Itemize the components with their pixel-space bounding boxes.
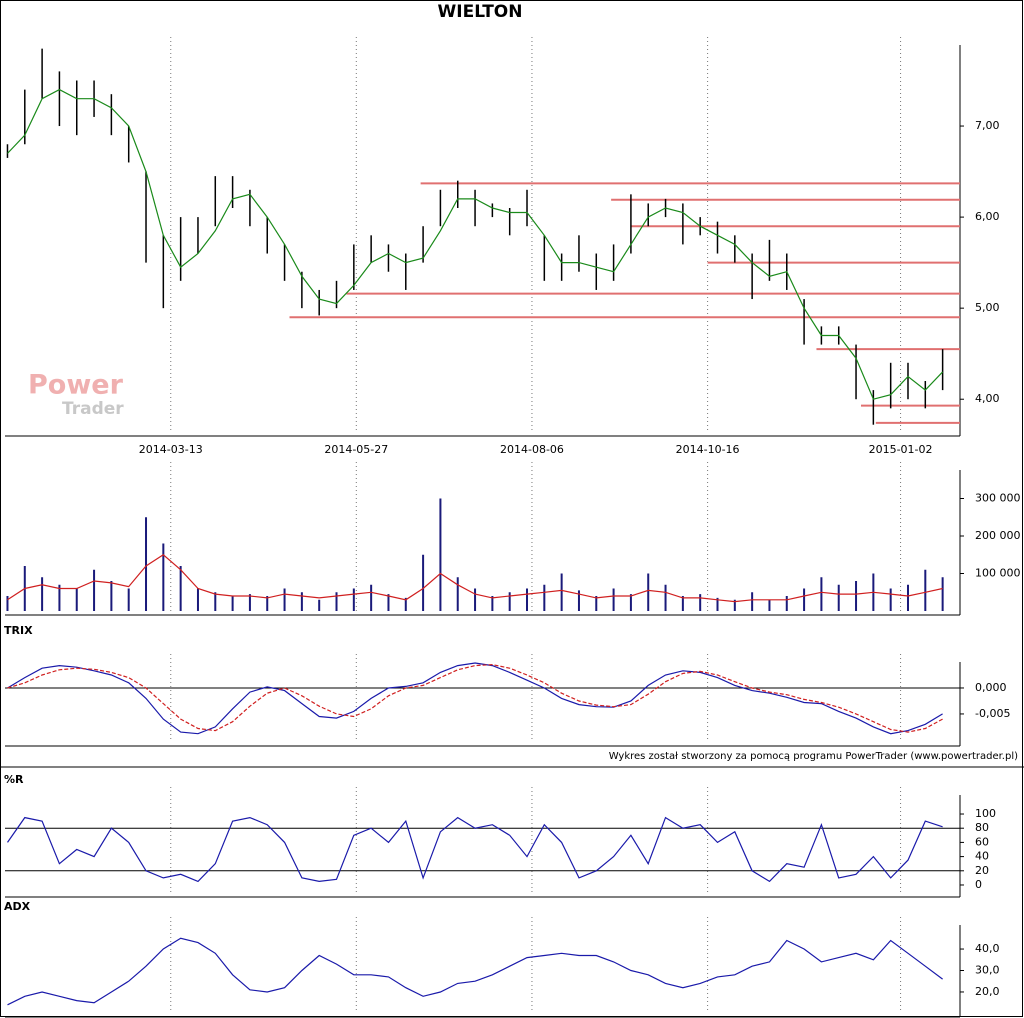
indicator-line	[7, 937, 943, 1006]
volume-bar	[647, 573, 650, 611]
x-tick-label: 2015-01-02	[869, 443, 933, 456]
y-tick-label: 100	[975, 807, 996, 820]
volume-bar	[283, 588, 286, 611]
volume-bar	[508, 592, 511, 611]
y-tick-label: 80	[975, 821, 989, 834]
volume-bar	[595, 596, 598, 611]
y-tick-label: 0,000	[975, 681, 1007, 694]
y-tick-label: 5,00	[975, 301, 1000, 314]
volume-bar	[127, 588, 130, 611]
x-tick-label: 2014-05-27	[324, 443, 388, 456]
y-tick-label: 6,00	[975, 210, 1000, 223]
volume-bar	[785, 596, 788, 611]
x-tick-label: 2014-08-06	[500, 443, 564, 456]
volume-bar	[179, 566, 182, 611]
volume-bar	[75, 588, 78, 611]
panel-title: %R	[4, 773, 24, 786]
volume-bar	[93, 569, 96, 611]
volume-bar	[58, 584, 61, 611]
volume-bar	[474, 588, 477, 611]
volume-bar	[699, 594, 702, 611]
watermark: Power	[28, 370, 124, 401]
x-tick-label: 2014-03-13	[139, 443, 203, 456]
volume-average	[7, 554, 943, 603]
volume-bar	[352, 588, 355, 611]
y-tick-label: 20,0	[975, 985, 1000, 998]
volume-bar	[300, 592, 303, 611]
y-tick-label: 100 000	[975, 567, 1021, 580]
volume-bar	[837, 584, 840, 611]
volume-bar	[214, 592, 217, 611]
volume-bar	[733, 599, 736, 611]
volume-bar	[266, 596, 269, 611]
volume-bar	[145, 517, 148, 611]
panel-title: ADX	[4, 900, 31, 913]
volume-bar	[422, 554, 425, 611]
y-tick-label: 40,0	[975, 942, 1000, 955]
volume-bar	[924, 569, 927, 611]
volume-bar	[906, 584, 909, 611]
moving-average	[7, 88, 944, 400]
volume-bar	[526, 588, 529, 611]
y-tick-label: 0	[975, 878, 982, 891]
volume-bar	[889, 588, 892, 611]
y-tick-label: 60	[975, 835, 989, 848]
volume-bar	[196, 588, 199, 611]
volume-bar	[716, 597, 719, 611]
volume-bar	[803, 588, 806, 611]
chart-title: WIELTON	[438, 2, 523, 22]
indicator-line	[7, 662, 943, 735]
y-tick-label: 4,00	[975, 392, 1000, 405]
x-tick-label: 2014-10-16	[676, 443, 740, 456]
indicator-line	[7, 816, 943, 883]
volume-bar	[370, 584, 373, 611]
volume-bar	[941, 577, 944, 611]
volume-bar	[404, 597, 407, 611]
volume-bar	[664, 584, 667, 611]
volume-bar	[577, 590, 580, 611]
indicator-line	[7, 663, 943, 733]
y-tick-label: 7,00	[975, 119, 1000, 132]
volume-bar	[231, 596, 234, 611]
volume-bar	[681, 596, 684, 611]
volume-bar	[629, 594, 632, 611]
volume-bar	[6, 596, 9, 611]
volume-bar	[248, 594, 251, 611]
volume-bar	[491, 596, 494, 611]
volume-bar	[439, 498, 442, 611]
volume-bar	[560, 573, 563, 611]
volume-bar	[318, 599, 321, 611]
volume-bar	[162, 543, 165, 611]
y-tick-label: 300 000	[975, 492, 1021, 505]
volume-bar	[612, 588, 615, 611]
y-tick-label: -0,005	[975, 707, 1010, 720]
volume-bar	[855, 581, 858, 611]
volume-bar	[110, 581, 113, 611]
volume-bar	[387, 594, 390, 611]
panel-title: TRIX	[4, 624, 33, 637]
y-tick-label: 200 000	[975, 529, 1021, 542]
volume-bar	[768, 599, 771, 611]
y-tick-label: 20	[975, 864, 989, 877]
volume-bar	[335, 592, 338, 611]
volume-bar	[456, 577, 459, 611]
credit: Wykres został stworzony za pomocą progra…	[609, 751, 1018, 762]
volume-bar	[751, 592, 754, 611]
y-tick-label: 40	[975, 850, 989, 863]
volume-bar	[820, 577, 823, 611]
y-tick-label: 30,0	[975, 964, 1000, 977]
watermark: Trader	[62, 399, 124, 419]
volume-bar	[543, 584, 546, 611]
volume-bar	[41, 577, 44, 611]
